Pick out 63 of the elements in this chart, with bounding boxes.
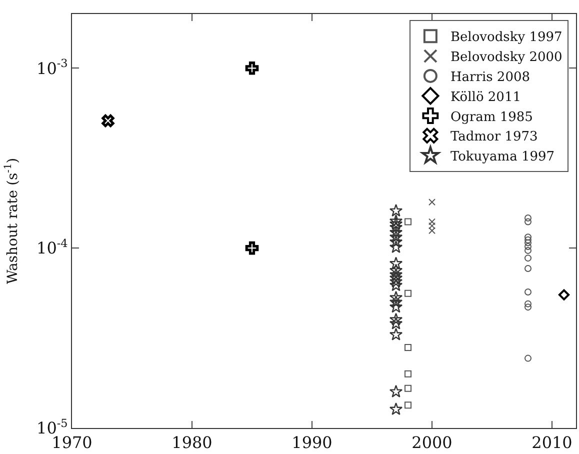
point [389, 256, 403, 270]
point [389, 220, 403, 234]
point [245, 241, 259, 255]
x-tick-label: 2000 [412, 433, 452, 452]
point [389, 235, 403, 248]
point [389, 312, 403, 326]
point [428, 198, 436, 206]
point [524, 265, 532, 272]
point [524, 300, 532, 308]
x-tick-label: 2010 [532, 433, 572, 452]
point [428, 222, 436, 230]
point [524, 246, 532, 254]
point [558, 289, 570, 300]
legend-label: Ogram 1985 [450, 110, 533, 125]
legend-label: Belovodsky 1997 [450, 30, 562, 46]
legend-label: Harris 2008 [450, 70, 530, 86]
point [524, 304, 532, 311]
y-tick-label: 10$^{-3}$ [36, 57, 68, 78]
point [389, 214, 403, 227]
point [524, 218, 532, 226]
point [524, 234, 532, 241]
point [389, 226, 403, 238]
point [389, 264, 403, 276]
point [524, 354, 532, 362]
point [389, 268, 403, 281]
legend-label: Köllö 2011 [450, 90, 522, 105]
point [524, 254, 532, 262]
legend-label: Tadmor 1973 [450, 130, 538, 145]
point [389, 217, 403, 230]
legend-label: Belovodsky 2000 [450, 50, 562, 66]
point [389, 204, 403, 217]
point [428, 227, 436, 234]
point [404, 290, 412, 297]
point [389, 384, 403, 398]
point [524, 288, 532, 296]
point [404, 370, 412, 378]
point [524, 214, 532, 222]
point [524, 239, 532, 246]
point [102, 114, 114, 128]
point [404, 344, 412, 352]
y-tick-label: 10$^{-4}$ [36, 236, 68, 258]
x-tick-label: 1990 [292, 433, 332, 452]
point [245, 62, 259, 75]
point [404, 402, 412, 409]
point [404, 384, 412, 392]
point [389, 290, 403, 304]
point [389, 271, 403, 284]
point [389, 300, 403, 313]
legend-label: Tokuyama 1997 [450, 150, 555, 165]
point [428, 218, 436, 226]
point [524, 236, 532, 244]
point [389, 295, 403, 308]
x-tick-label: 1970 [52, 433, 92, 452]
point [389, 402, 403, 416]
point [524, 243, 532, 250]
point [389, 274, 403, 288]
point [389, 240, 403, 253]
x-tick-label: 1980 [172, 433, 212, 452]
point [389, 328, 403, 340]
point [389, 316, 403, 330]
point [389, 230, 403, 243]
point [404, 218, 412, 226]
point [389, 278, 403, 292]
